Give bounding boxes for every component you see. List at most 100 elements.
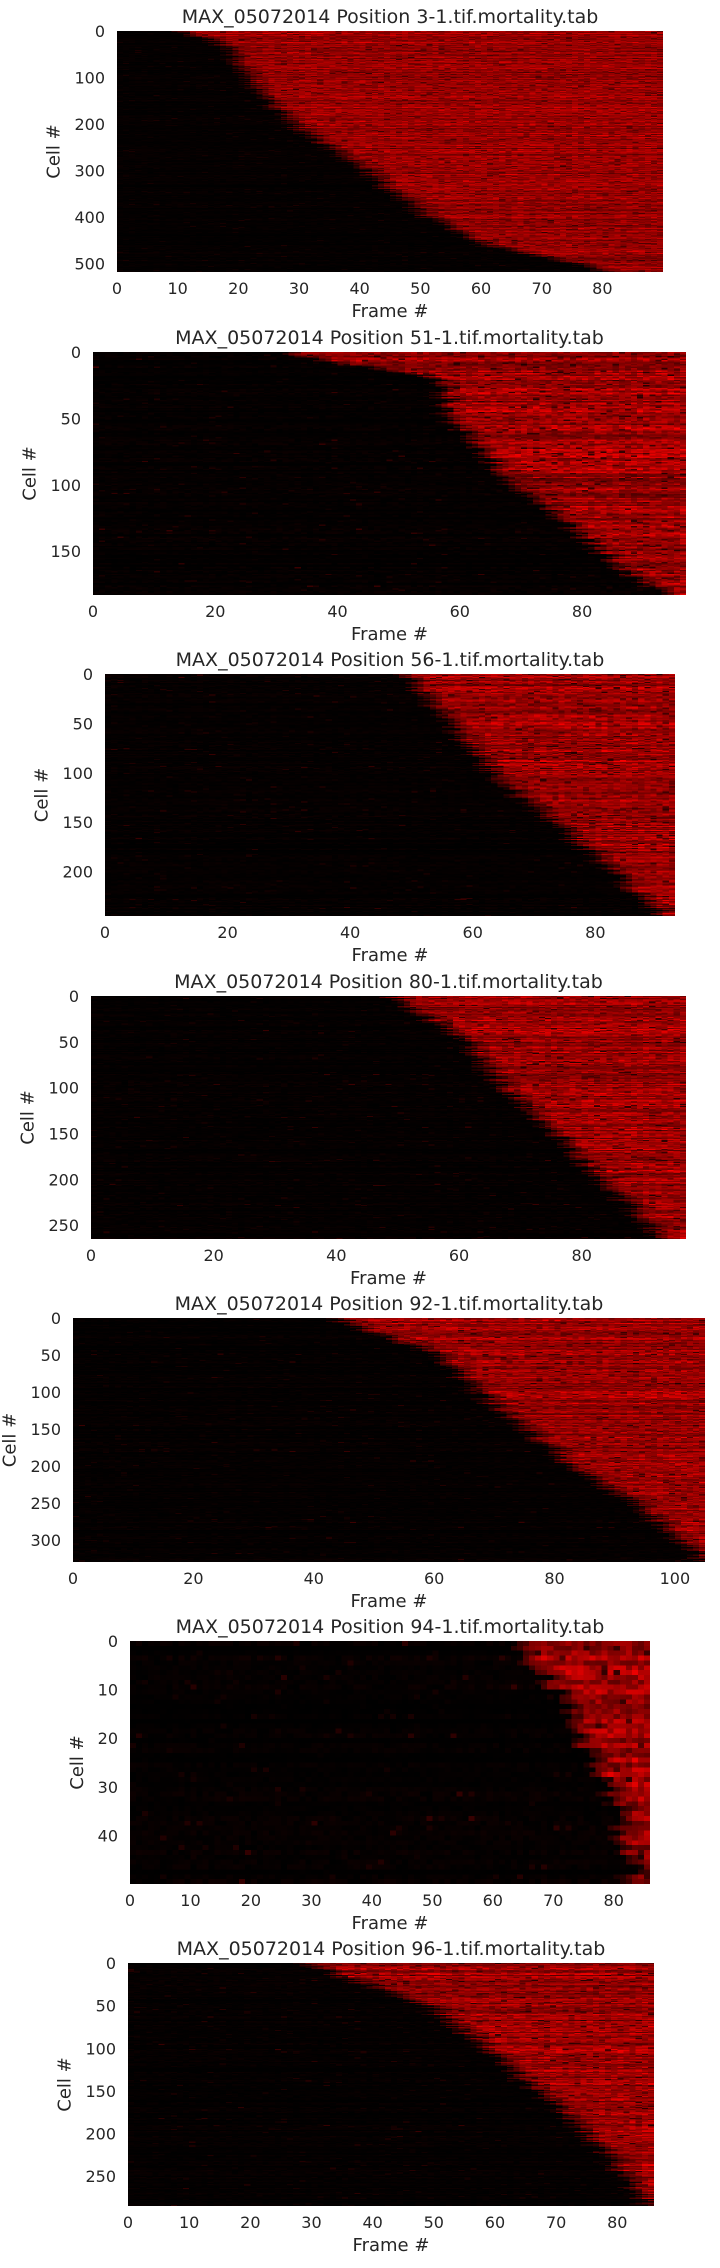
x-tick-label: 70: [546, 2213, 566, 2232]
x-tick-label: 80: [592, 279, 612, 298]
x-tick-label: 60: [463, 923, 483, 942]
x-tick-label: 80: [572, 1246, 592, 1265]
x-tick-label: 40: [362, 2213, 382, 2232]
heatmap-panel-7: MAX_05072014 Position 96-1.tif.mortality…: [55, 1938, 654, 2256]
x-axis-label: Frame #: [352, 1913, 429, 1934]
y-tick-label: 50: [41, 1346, 61, 1365]
y-tick-label: 0: [51, 1309, 61, 1328]
y-axis-label: Cell #: [55, 2057, 76, 2111]
y-tick-label: 100: [85, 2039, 116, 2058]
y-tick-label: 0: [71, 343, 81, 362]
x-tick-label: 60: [483, 1891, 503, 1910]
heatmap-panel-2: MAX_05072014 Position 51-1.tif.mortality…: [20, 327, 686, 645]
y-axis-label: Cell #: [0, 1413, 21, 1467]
x-tick-label: 40: [362, 1891, 382, 1910]
heatmap-panel-3: MAX_05072014 Position 56-1.tif.mortality…: [32, 649, 675, 966]
y-tick-label: 0: [106, 1954, 116, 1973]
y-tick-label: 30: [98, 1778, 118, 1797]
y-axis-label: Cell #: [67, 1735, 88, 1789]
y-axis-label: Cell #: [20, 446, 41, 500]
x-tick-label: 10: [179, 2213, 199, 2232]
x-tick-label: 0: [100, 923, 110, 942]
x-tick-label: 20: [240, 2213, 260, 2232]
x-tick-label: 60: [424, 1569, 444, 1588]
heatmap-cells: [93, 352, 686, 595]
y-tick-label: 200: [30, 1457, 61, 1476]
x-tick-label: 70: [543, 1891, 563, 1910]
x-axis-label: Frame #: [352, 945, 429, 966]
x-tick-label: 30: [301, 2213, 321, 2232]
y-tick-label: 150: [30, 1420, 61, 1439]
x-tick-label: 50: [410, 279, 430, 298]
x-tick-label: 10: [180, 1891, 200, 1910]
x-axis-label: Frame #: [350, 1268, 427, 1289]
x-axis-label: Frame #: [353, 2235, 430, 2256]
y-tick-label: 300: [30, 1531, 61, 1550]
y-tick-label: 100: [50, 476, 81, 495]
heatmap-panel-6: MAX_05072014 Position 94-1.tif.mortality…: [67, 1616, 650, 1934]
y-tick-label: 200: [62, 863, 93, 882]
y-tick-label: 500: [74, 255, 105, 274]
chart-title: MAX_05072014 Position 3-1.tif.mortality.…: [182, 6, 599, 28]
heatmap-cells: [73, 1318, 705, 1562]
x-tick-label: 0: [125, 1891, 135, 1910]
x-tick-label: 20: [241, 1891, 261, 1910]
x-tick-label: 60: [485, 2213, 505, 2232]
x-tick-label: 20: [217, 923, 237, 942]
y-tick-label: 50: [59, 1033, 79, 1052]
y-tick-label: 0: [69, 987, 79, 1006]
y-tick-label: 200: [48, 1170, 79, 1189]
heatmap-cells: [117, 31, 663, 272]
y-tick-label: 0: [83, 665, 93, 684]
y-tick-label: 100: [74, 69, 105, 88]
heatmap-cells: [130, 1641, 650, 1884]
y-tick-label: 250: [30, 1494, 61, 1513]
x-axis-label: Frame #: [352, 301, 429, 322]
y-tick-label: 40: [98, 1826, 118, 1845]
heatmap-cells: [105, 674, 675, 916]
chart-title: MAX_05072014 Position 80-1.tif.mortality…: [174, 971, 603, 993]
y-tick-label: 0: [95, 22, 105, 41]
y-axis-label: Cell #: [32, 768, 53, 822]
y-tick-label: 150: [62, 813, 93, 832]
y-tick-label: 50: [73, 714, 93, 733]
x-tick-label: 50: [422, 1891, 442, 1910]
x-tick-label: 60: [471, 279, 491, 298]
x-tick-label: 80: [604, 1891, 624, 1910]
chart-title: MAX_05072014 Position 51-1.tif.mortality…: [175, 327, 604, 349]
x-tick-label: 40: [340, 923, 360, 942]
heatmap-panel-1: MAX_05072014 Position 3-1.tif.mortality.…: [44, 6, 663, 322]
chart-title: MAX_05072014 Position 94-1.tif.mortality…: [176, 1616, 605, 1638]
x-tick-label: 80: [585, 923, 605, 942]
y-tick-label: 50: [96, 1997, 116, 2016]
y-tick-label: 300: [74, 162, 105, 181]
x-tick-label: 40: [327, 602, 347, 621]
x-tick-label: 100: [660, 1569, 691, 1588]
x-tick-label: 50: [424, 2213, 444, 2232]
x-tick-label: 40: [349, 279, 369, 298]
x-tick-label: 0: [86, 1246, 96, 1265]
y-tick-label: 200: [85, 2125, 116, 2144]
y-axis-label: Cell #: [18, 1090, 39, 1144]
x-tick-label: 20: [205, 602, 225, 621]
chart-title: MAX_05072014 Position 96-1.tif.mortality…: [177, 1938, 606, 1960]
y-tick-label: 150: [48, 1125, 79, 1144]
y-tick-label: 100: [30, 1383, 61, 1402]
x-tick-label: 40: [326, 1246, 346, 1265]
heatmap-cells: [128, 1963, 654, 2206]
x-axis-label: Frame #: [351, 1591, 428, 1612]
x-tick-label: 30: [289, 279, 309, 298]
x-axis-label: Frame #: [351, 624, 428, 645]
chart-title: MAX_05072014 Position 56-1.tif.mortality…: [176, 649, 605, 671]
y-tick-label: 150: [85, 2082, 116, 2101]
y-tick-label: 10: [98, 1681, 118, 1700]
y-tick-label: 20: [98, 1729, 118, 1748]
y-tick-label: 50: [61, 409, 81, 428]
x-tick-label: 70: [531, 279, 551, 298]
x-tick-label: 80: [544, 1569, 564, 1588]
y-tick-label: 150: [50, 542, 81, 561]
heatmap-cells: [91, 996, 686, 1239]
x-tick-label: 0: [88, 602, 98, 621]
x-tick-label: 20: [204, 1246, 224, 1265]
